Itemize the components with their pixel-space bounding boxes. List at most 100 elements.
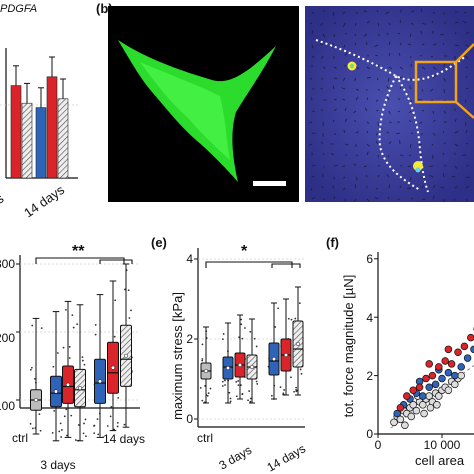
- traction-vector: [322, 152, 325, 156]
- traction-vector: [355, 66, 359, 70]
- traction-vector: [408, 110, 412, 114]
- data-point: [70, 414, 73, 417]
- traction-vector: [363, 10, 368, 13]
- traction-vector: [366, 151, 369, 156]
- traction-vector-field: [308, 8, 470, 203]
- traction-vector: [366, 20, 371, 24]
- traction-vector: [366, 77, 371, 79]
- traction-vector: [429, 174, 434, 178]
- mean-marker: [237, 362, 243, 368]
- panel-f-label: (f): [326, 235, 339, 250]
- mean-marker: [65, 382, 71, 387]
- data-point: [299, 368, 302, 371]
- traction-vector: [421, 185, 424, 189]
- traction-vector: [451, 175, 456, 178]
- traction-vector: [320, 108, 324, 112]
- panel-a-bar: [35, 107, 47, 179]
- traction-vector: [407, 187, 412, 189]
- traction-vector: [443, 110, 447, 114]
- data-point: [106, 425, 109, 427]
- scatter-point: [396, 415, 405, 424]
- traction-vector: [320, 141, 324, 145]
- scatter-point: [451, 371, 459, 380]
- data-point: [83, 363, 86, 366]
- traction-vector: [342, 165, 346, 167]
- traction-vector: [309, 22, 313, 25]
- scatter-point: [409, 401, 417, 409]
- cell-bright-core: [140, 62, 230, 160]
- significance-bracket-group: [99, 259, 133, 264]
- zoom-connector-line: [455, 43, 474, 63]
- traction-vector: [366, 198, 370, 202]
- zoom-highlight-box: [414, 60, 458, 104]
- data-point: [237, 380, 240, 382]
- data-point: [124, 288, 126, 291]
- traction-vector: [322, 33, 326, 38]
- traction-vector: [410, 143, 412, 148]
- data-point: [85, 435, 87, 438]
- scatter-point: [447, 360, 456, 368]
- traction-vector: [432, 43, 437, 46]
- traction-vector: [465, 87, 469, 90]
- scatter-point: [444, 368, 453, 377]
- data-point: [84, 418, 87, 421]
- traction-vector: [454, 143, 459, 147]
- scatter-point: [451, 380, 459, 389]
- traction-vector: [311, 55, 315, 59]
- scatter-point: [407, 412, 416, 421]
- scatter-point: [403, 392, 411, 400]
- panel-a-xtick-label: 14 days: [21, 182, 67, 221]
- traction-vector: [364, 107, 368, 112]
- force-hotspot-core: [350, 64, 354, 68]
- data-point: [81, 356, 84, 358]
- traction-vector: [377, 33, 381, 37]
- traction-vector: [375, 140, 379, 145]
- traction-vector: [386, 131, 390, 134]
- data-point: [290, 318, 293, 321]
- significance-bracket: [205, 261, 293, 268]
- force-hotspot-core: [415, 167, 421, 173]
- data-point: [240, 318, 243, 321]
- data-point: [201, 358, 204, 360]
- traction-vector: [319, 43, 324, 46]
- traction-vector: [343, 176, 346, 179]
- traction-vector: [465, 66, 468, 69]
- panel-e-ytick-label: 0: [186, 412, 193, 426]
- data-point: [68, 357, 71, 359]
- traction-vector: [363, 165, 368, 167]
- traction-vector: [443, 77, 446, 82]
- traction-vector: [311, 30, 314, 35]
- traction-vector: [454, 185, 458, 189]
- traction-vector: [330, 152, 335, 156]
- traction-vector: [409, 33, 412, 38]
- data-point: [52, 365, 55, 368]
- scatter-point: [431, 380, 440, 389]
- traction-vector: [376, 10, 379, 13]
- traction-vector: [385, 11, 390, 15]
- traction-vector: [399, 154, 404, 157]
- significance-marker: **: [72, 243, 85, 260]
- traction-vector: [432, 66, 437, 70]
- traction-vector: [375, 187, 379, 190]
- panel-d-xtick-3days: 3 days: [40, 458, 75, 472]
- traction-vector: [355, 154, 359, 157]
- scatter-point: [390, 418, 398, 427]
- scatter-point: [422, 374, 430, 383]
- traction-vector: [399, 66, 404, 70]
- traction-vector: [341, 87, 346, 90]
- data-point: [255, 345, 258, 348]
- traction-vector: [311, 44, 314, 49]
- data-point: [93, 432, 96, 435]
- data-point: [201, 359, 204, 362]
- data-point: [224, 384, 226, 386]
- panel-f-ytick-label: 2: [366, 369, 373, 383]
- traction-vector: [354, 42, 357, 46]
- panel-f-ytick-label: 6: [366, 252, 373, 266]
- scatter-point: [435, 363, 443, 371]
- traction-vector: [443, 142, 446, 145]
- scatter-point: [393, 409, 401, 418]
- data-point: [109, 415, 112, 418]
- data-point: [40, 327, 43, 330]
- traction-vector: [399, 20, 402, 24]
